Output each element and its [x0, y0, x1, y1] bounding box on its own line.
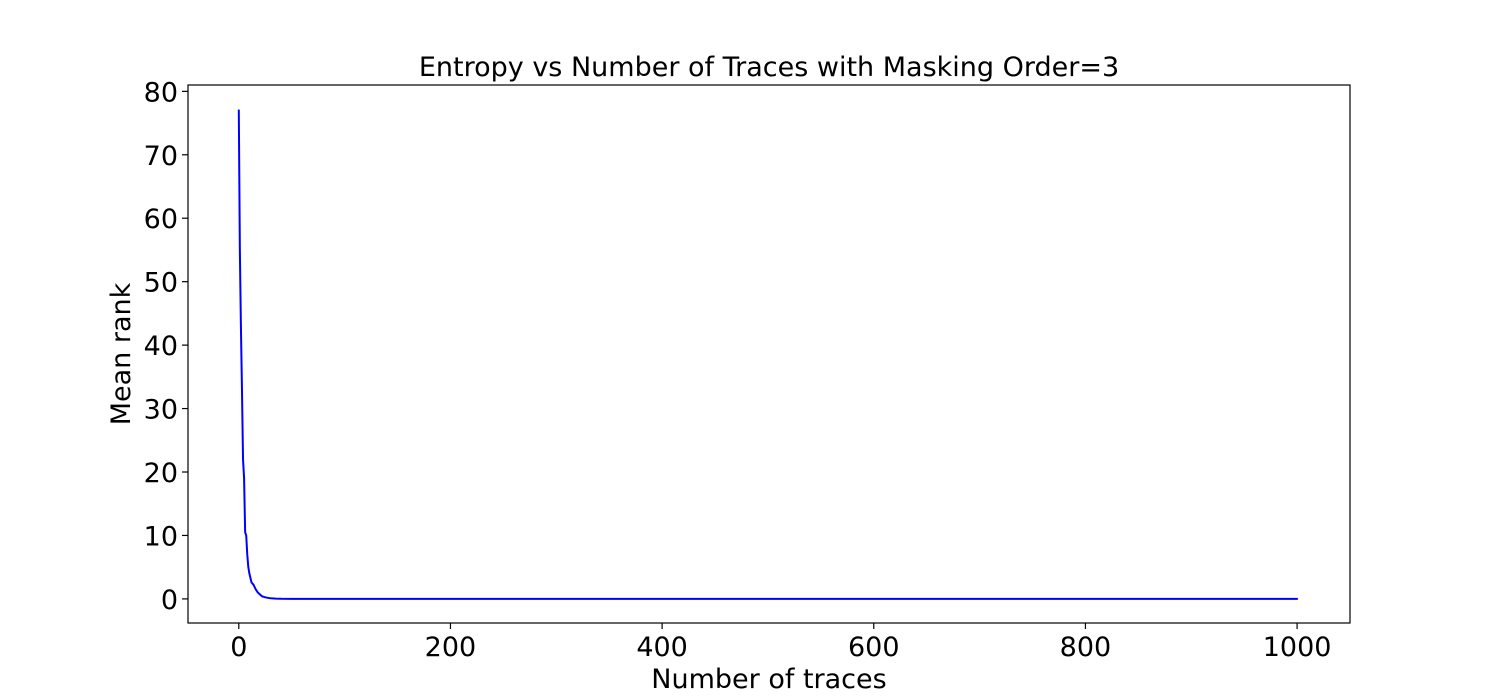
- x-tick-label: 200: [425, 632, 477, 663]
- y-tick-label: 50: [144, 268, 178, 299]
- x-axis-label: Number of traces: [651, 664, 886, 695]
- plot-frame: [187, 84, 1351, 624]
- x-tick-label: 600: [848, 632, 900, 663]
- series-line: [237, 109, 1299, 600]
- y-tick-label: 40: [144, 331, 178, 362]
- y-tick-label: 20: [144, 458, 178, 489]
- y-axis-label: Mean rank: [106, 282, 137, 425]
- chart-title: Entropy vs Number of Traces with Masking…: [419, 52, 1119, 83]
- y-tick-label: 70: [144, 141, 178, 172]
- x-tick-label: 400: [636, 632, 688, 663]
- y-tick-label: 80: [144, 77, 178, 108]
- y-tick-label: 60: [144, 204, 178, 235]
- y-axis: 0 10 20 30 40 50 60 70 80: [144, 77, 188, 616]
- y-tick-label: 30: [144, 395, 178, 426]
- y-tick-label: 10: [144, 521, 178, 552]
- x-tick-label: 0: [230, 632, 247, 663]
- x-tick-label: 800: [1060, 632, 1112, 663]
- x-axis: 0 200 400 600 800 1000: [230, 623, 1331, 663]
- x-tick-label: 1000: [1263, 632, 1332, 663]
- y-tick-label: 0: [161, 585, 178, 616]
